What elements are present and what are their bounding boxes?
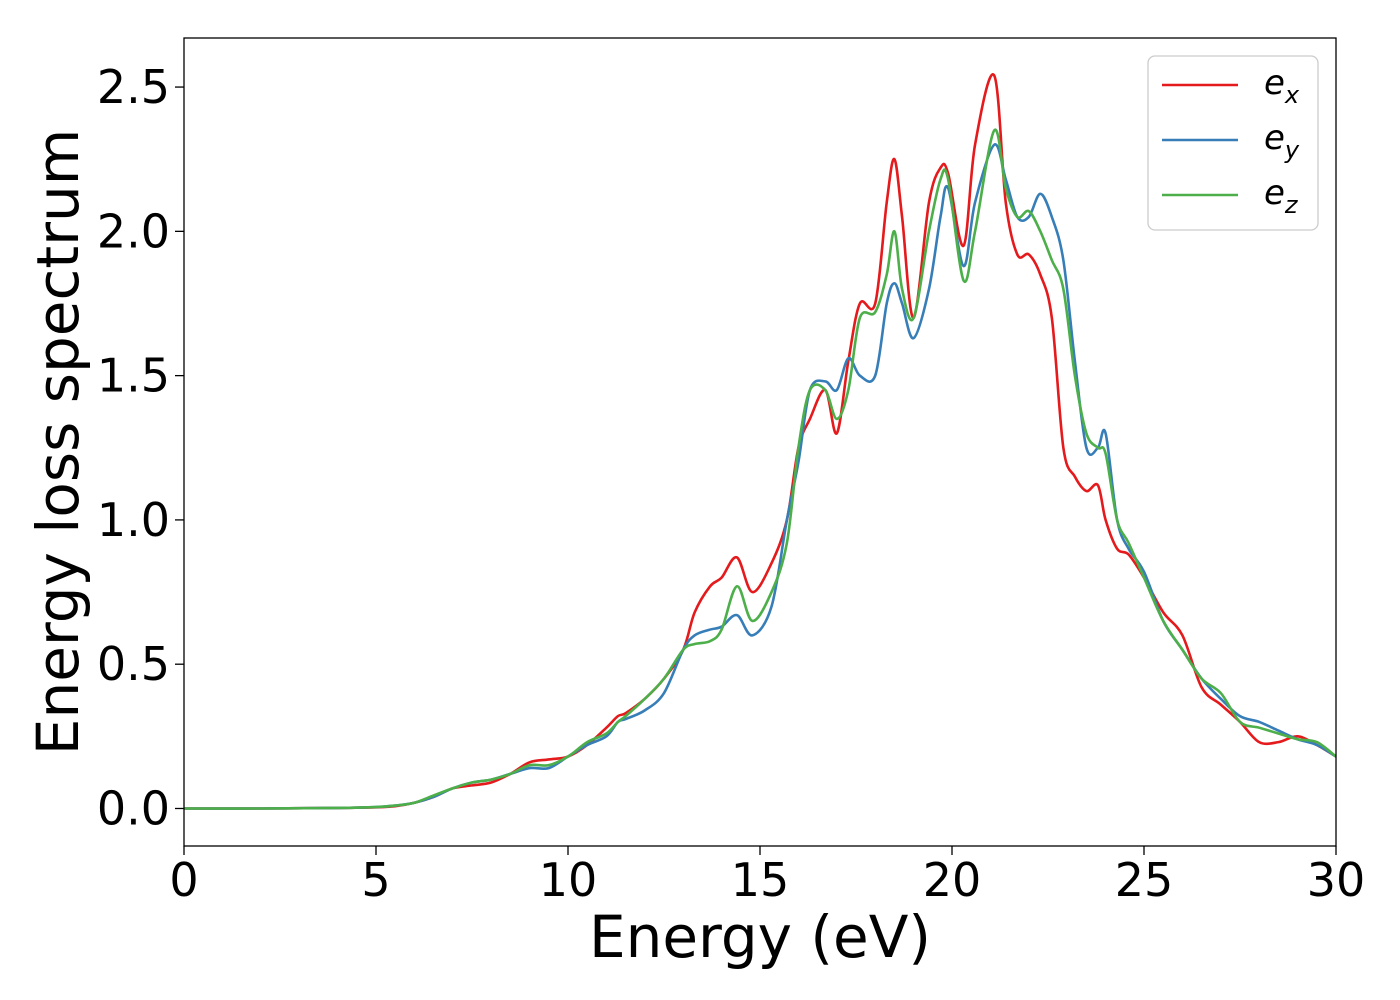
y-tick-label: 2.5 bbox=[97, 60, 170, 114]
y-axis-label: Energy loss spectrum bbox=[24, 129, 92, 755]
series-line-z bbox=[184, 128, 1336, 810]
legend: ex ey ez bbox=[1147, 55, 1319, 231]
legend-label-y: ey bbox=[1264, 118, 1300, 164]
y-tick-label: 0.5 bbox=[97, 637, 170, 691]
y-axis: 0.0 0.5 1.0 1.5 2.0 2.5 bbox=[97, 60, 184, 835]
x-tick-label: 30 bbox=[1307, 853, 1366, 907]
x-tick-label: 0 bbox=[169, 853, 198, 907]
x-axis-label: Energy (eV) bbox=[589, 903, 931, 971]
legend-label-x: ex bbox=[1264, 63, 1300, 109]
x-tick-label: 15 bbox=[731, 853, 790, 907]
x-axis: 0 5 10 15 20 25 30 bbox=[169, 846, 1365, 907]
series-line-y bbox=[184, 143, 1336, 810]
legend-box bbox=[1147, 55, 1319, 231]
legend-label-z: ez bbox=[1264, 173, 1299, 219]
y-tick-label: 0.0 bbox=[97, 781, 170, 835]
x-tick-label: 10 bbox=[539, 853, 598, 907]
x-tick-label: 5 bbox=[361, 853, 390, 907]
series-line-x bbox=[184, 73, 1336, 810]
y-tick-label: 1.0 bbox=[97, 493, 170, 547]
y-tick-label: 2.0 bbox=[97, 204, 170, 258]
series-layer bbox=[184, 73, 1336, 810]
y-tick-label: 1.5 bbox=[97, 349, 170, 403]
x-tick-label: 20 bbox=[923, 853, 982, 907]
x-tick-label: 25 bbox=[1115, 853, 1174, 907]
